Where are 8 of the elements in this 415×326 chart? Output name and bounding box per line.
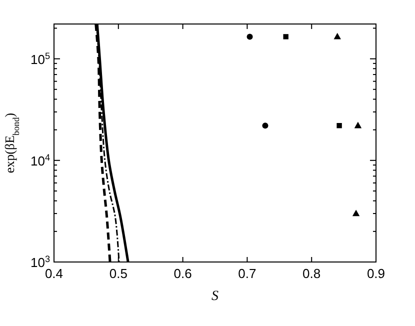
x-axis-title: S [212,289,218,304]
x-tick-label: 0.9 [366,266,386,281]
x-tick-label: 0.7 [238,266,256,281]
x-tick-label: 0.8 [302,266,321,281]
x-tick-label: 0.6 [174,266,192,281]
x-tick-label: 0.5 [109,266,128,281]
y-tick-label: 10$^{5}$ [30,50,50,67]
y-tick-label: 10$^{4}$ [30,152,50,168]
